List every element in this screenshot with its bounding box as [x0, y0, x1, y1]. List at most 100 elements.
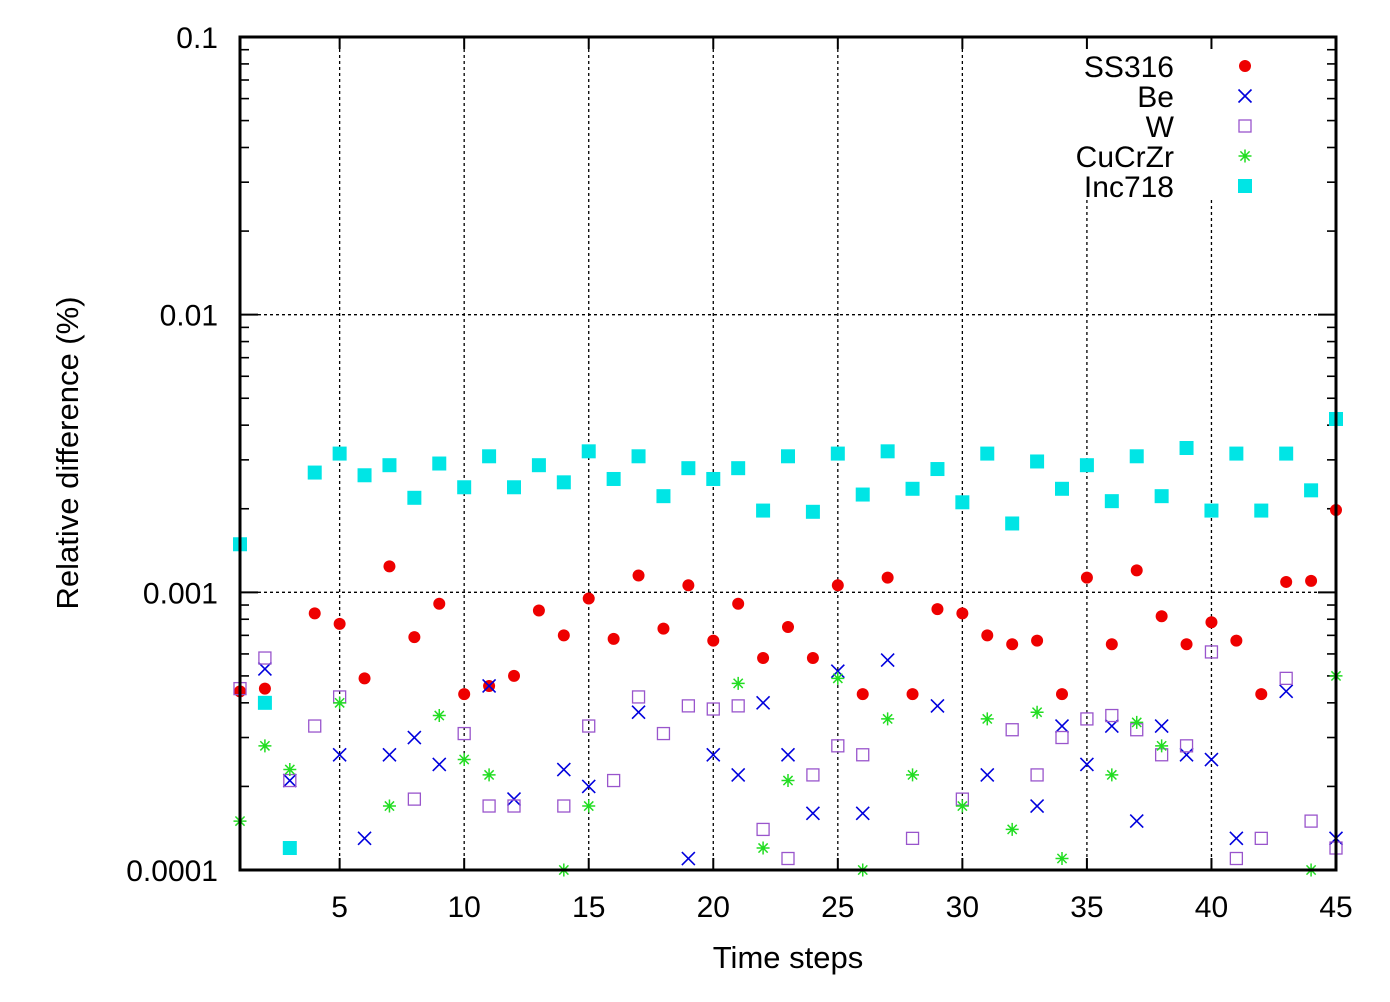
legend-marker-ss316 — [1239, 60, 1251, 72]
data-point-be — [506, 792, 522, 807]
data-point-w — [781, 851, 795, 866]
data-point-w — [656, 726, 671, 741]
data-point-w — [1080, 712, 1094, 726]
data-point-ss316 — [582, 592, 595, 605]
plot-frame — [238, 35, 1338, 872]
data-point-be — [731, 767, 746, 782]
data-point-ss316 — [1006, 638, 1019, 651]
data-point-ss316 — [732, 597, 745, 610]
data-point-be — [830, 664, 845, 679]
data-point-ss316 — [458, 688, 471, 701]
data-point-be — [581, 779, 596, 794]
data-point-w — [1204, 645, 1219, 659]
data-point-cucrzr — [1005, 822, 1019, 836]
data-point-ss316 — [1205, 616, 1218, 629]
data-point-inc718 — [307, 465, 322, 480]
data-point-inc718 — [706, 471, 721, 486]
legend-marker-inc718 — [1238, 179, 1252, 193]
data-point-cucrzr — [831, 671, 845, 685]
data-point-w — [557, 799, 571, 813]
data-point-be — [1030, 798, 1045, 814]
data-point-ss316 — [806, 652, 819, 665]
data-point-ss316 — [1056, 688, 1068, 701]
data-point-inc718 — [1229, 446, 1244, 461]
data-point-w — [1179, 739, 1194, 753]
data-point-w — [308, 719, 322, 733]
data-point-ss316 — [757, 652, 770, 665]
data-point-inc718 — [955, 495, 970, 510]
data-point-be — [382, 747, 397, 762]
legend-label-be: Be — [1137, 81, 1174, 114]
data-point-cucrzr — [756, 841, 770, 855]
data-point-inc718 — [1129, 449, 1144, 464]
data-point-ss316 — [258, 682, 271, 695]
data-point-w — [507, 799, 521, 813]
data-point-be — [681, 851, 696, 866]
data-point-w — [681, 699, 696, 713]
data-point-be — [706, 747, 721, 762]
data-point-w — [1030, 768, 1044, 782]
data-point-ss316 — [557, 629, 570, 642]
data-point-cucrzr — [482, 768, 496, 782]
data-point-ss316 — [881, 571, 894, 584]
data-point-inc718 — [382, 458, 397, 473]
data-point-ss316 — [1080, 571, 1093, 584]
data-point-cucrzr — [955, 799, 969, 813]
data-point-ss316 — [657, 622, 670, 635]
data-point-inc718 — [432, 456, 447, 471]
data-point-ss316 — [532, 604, 545, 617]
y-tick-label: 0.1 — [176, 22, 218, 55]
data-point-w — [1005, 723, 1019, 737]
data-point-cucrzr — [731, 676, 745, 690]
data-point-be — [556, 762, 571, 777]
legend-label-cucrzr: CuCrZr — [1076, 141, 1174, 174]
data-point-w — [1304, 814, 1318, 828]
data-point-w — [1279, 671, 1293, 686]
data-point-ss316 — [856, 688, 869, 701]
data-point-cucrzr — [382, 799, 396, 813]
data-point-inc718 — [731, 461, 746, 476]
data-point-be — [1154, 718, 1169, 734]
data-point-ss316 — [1230, 634, 1243, 647]
data-point-cucrzr — [1055, 852, 1069, 866]
x-axis-title: Time steps — [713, 940, 863, 975]
data-point-cucrzr — [283, 763, 297, 777]
data-point-be — [880, 653, 895, 668]
data-point-ss316 — [831, 579, 844, 592]
y-tick-label: 0.001 — [143, 577, 218, 610]
x-tick-label: 30 — [946, 891, 979, 924]
data-point-w — [258, 651, 272, 665]
data-point-w — [457, 726, 471, 741]
data-point-ss316 — [1130, 564, 1143, 577]
x-tick-label: 40 — [1195, 891, 1228, 924]
data-point-ss316 — [682, 579, 695, 592]
data-point-cucrzr — [582, 799, 596, 813]
data-point-inc718 — [781, 449, 795, 464]
data-point-inc718 — [556, 475, 571, 490]
data-point-inc718 — [656, 489, 671, 504]
data-point-ss316 — [1180, 638, 1193, 651]
data-point-inc718 — [1279, 446, 1294, 461]
data-point-inc718 — [357, 468, 372, 483]
data-point-inc718 — [1204, 503, 1219, 518]
data-point-inc718 — [482, 449, 497, 464]
data-point-inc718 — [930, 462, 945, 477]
x-tick-label: 25 — [821, 891, 854, 924]
data-point-w — [831, 739, 845, 753]
data-point-ss316 — [333, 617, 346, 630]
legend-label-ss316: SS316 — [1084, 51, 1174, 84]
data-point-be — [631, 705, 646, 720]
data-point-inc718 — [756, 503, 771, 518]
data-point-ss316 — [433, 597, 446, 610]
data-point-w — [606, 773, 621, 788]
data-point-ss316 — [408, 631, 421, 644]
data-point-inc718 — [805, 504, 820, 519]
data-point-inc718 — [332, 446, 347, 461]
data-point-be — [1204, 752, 1219, 767]
data-point-be — [282, 773, 297, 788]
data-point-be — [780, 747, 796, 762]
data-point-cucrzr — [457, 753, 471, 767]
data-point-cucrzr — [1130, 715, 1144, 729]
data-point-inc718 — [905, 481, 920, 496]
data-point-inc718 — [1055, 481, 1069, 496]
